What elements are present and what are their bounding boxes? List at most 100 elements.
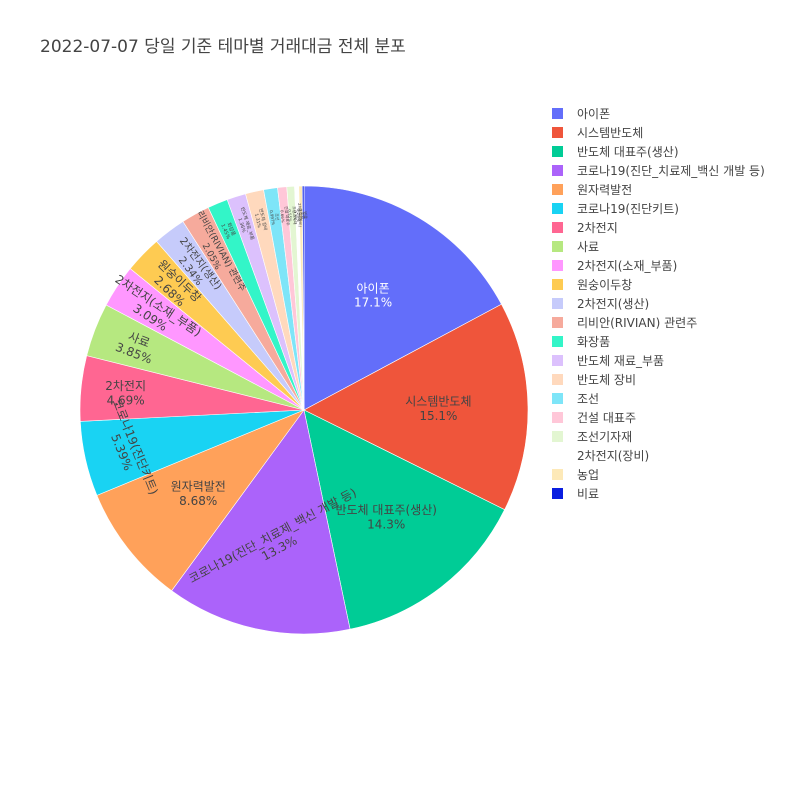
slice-label-percent: 0.12% — [298, 209, 303, 222]
slice-label-name: 비료 — [303, 211, 309, 219]
slice-label: 반도체 대표주(생산) 14.3% — [335, 503, 437, 531]
chart-title: 2022-07-07 당일 기준 테마별 거래대금 전체 분포 — [40, 37, 406, 57]
slice-label-percent: 15.1% — [419, 409, 457, 423]
slice-label: 2차전지(장비)0.3% — [292, 203, 304, 228]
slice-label: 건설 대표주0.66% — [279, 206, 292, 227]
legend-swatch — [552, 431, 563, 442]
legend-label: 농업 — [577, 468, 600, 482]
legend-swatch — [552, 374, 563, 385]
slice-label: 2차전지 4.69% — [105, 379, 146, 407]
legend-item[interactable]: 시스템반도체 — [552, 123, 797, 142]
legend-label: 반도체 대표주(생산) — [577, 145, 679, 159]
legend-label: 코로나19(진단키트) — [577, 202, 679, 216]
slice-label-percent: 14.3% — [367, 517, 405, 531]
legend-swatch — [552, 488, 563, 499]
legend-swatch — [552, 450, 563, 461]
slice-label-percent: 0.66% — [279, 210, 285, 223]
legend-item[interactable]: 코로나19(진단키트) — [552, 199, 797, 218]
legend-item[interactable]: 반도체 장비 — [552, 370, 797, 389]
legend-label: 원숭이두창 — [577, 278, 633, 292]
legend-item[interactable]: 2차전지(소재_부품) — [552, 256, 797, 275]
slice-label-percent: 0.25% — [296, 209, 301, 222]
legend-swatch — [552, 355, 563, 366]
slice-label-name: 2차전지 — [105, 379, 146, 393]
slice-label-name: 아이폰 — [356, 281, 389, 295]
legend-swatch — [552, 184, 563, 195]
legend-label: 2차전지 — [577, 221, 618, 235]
pie-slice[interactable] — [303, 409, 506, 630]
legend-item[interactable]: 비료 — [552, 484, 797, 503]
legend-swatch — [552, 469, 563, 480]
legend-item[interactable]: 아이폰 — [552, 104, 797, 123]
legend-swatch — [552, 108, 563, 119]
legend-item[interactable]: 2차전지(장비) — [552, 446, 797, 465]
slice-label: 비료0.12% — [298, 209, 309, 222]
legend-item[interactable]: 건설 대표주 — [552, 408, 797, 427]
slice-label-name: 시스템반도체 — [405, 395, 471, 409]
legend-item[interactable]: 농업 — [552, 465, 797, 484]
legend-swatch — [552, 336, 563, 347]
legend-label: 화장품 — [577, 335, 611, 349]
legend-swatch — [552, 298, 563, 309]
legend-item[interactable]: 사료 — [552, 237, 797, 256]
pie-slice[interactable] — [302, 185, 305, 411]
slice-label-percent: 4.69% — [107, 394, 145, 408]
legend-swatch — [552, 279, 563, 290]
slice-label: 시스템반도체 15.1% — [405, 395, 471, 423]
slice-label: 반도체 장비1.31% — [252, 208, 269, 232]
legend-swatch — [552, 165, 563, 176]
legend-item[interactable]: 2차전지 — [552, 218, 797, 237]
legend-label: 리비안(RIVIAN) 관련주 — [577, 316, 698, 330]
legend-item[interactable]: 코로나19(진단_치료제_백신 개발 등) — [552, 161, 797, 180]
pie-slice[interactable] — [303, 185, 502, 411]
legend-swatch — [552, 203, 563, 214]
legend-swatch — [552, 412, 563, 423]
legend-swatch — [552, 222, 563, 233]
slice-label-name: 반도체 대표주(생산) — [335, 503, 437, 517]
slice-label: 화장품1.45% — [219, 221, 237, 241]
legend-label: 비료 — [577, 487, 600, 501]
legend-swatch — [552, 317, 563, 328]
slice-label-name: 원자력발전 — [171, 480, 226, 494]
legend-label: 조선 — [577, 392, 600, 406]
legend-swatch — [552, 127, 563, 138]
legend-label: 아이폰 — [577, 107, 611, 121]
legend-item[interactable]: 리비안(RIVIAN) 관련주 — [552, 313, 797, 332]
legend-item[interactable]: 반도체 대표주(생산) — [552, 142, 797, 161]
legend-item[interactable]: 조선기자재 — [552, 427, 797, 446]
legend-swatch — [552, 260, 563, 271]
pie-slice[interactable] — [303, 303, 529, 511]
legend-label: 건설 대표주 — [577, 411, 637, 425]
pie-slice[interactable] — [171, 409, 351, 635]
slice-label-name: 농업 — [301, 211, 307, 219]
legend-label: 2차전지(생산) — [577, 297, 650, 311]
legend-label: 코로나19(진단_치료제_백신 개발 등) — [577, 164, 765, 178]
legend-label: 시스템반도체 — [577, 126, 644, 140]
legend-item[interactable]: 반도체 재료_부품 — [552, 351, 797, 370]
legend-label: 조선기자재 — [577, 430, 633, 444]
pie-labels: 아이폰 17.1%시스템반도체 15.1%반도체 대표주(생산) 14.3%코로나19… — [105, 203, 471, 586]
legend-swatch — [552, 146, 563, 157]
slice-label-name: 건설 대표주 — [284, 206, 292, 226]
legend-item[interactable]: 화장품 — [552, 332, 797, 351]
legend-item[interactable]: 2차전지(생산) — [552, 294, 797, 313]
slice-label: 아이폰 17.1% — [354, 281, 392, 309]
pie-slice[interactable] — [96, 409, 305, 592]
slice-label-name: 화장품 — [225, 221, 237, 237]
slice-label: 조선기자재0.55% — [287, 206, 299, 225]
slice-label: 원자력발전 8.68% — [171, 480, 226, 508]
legend-label: 원자력발전 — [577, 183, 633, 197]
legend-item[interactable]: 원자력발전 — [552, 180, 797, 199]
slice-label: 조선0.997% — [269, 209, 282, 226]
legend-item[interactable]: 조선 — [552, 389, 797, 408]
legend-swatch — [552, 241, 563, 252]
legend-label: 반도체 장비 — [577, 373, 637, 387]
legend-item[interactable]: 원숭이두창 — [552, 275, 797, 294]
slice-label-percent: 0.3% — [292, 210, 297, 221]
slice-label-name: 2차전지(장비) — [297, 203, 304, 228]
legend-label: 2차전지(소재_부품) — [577, 259, 678, 273]
slice-label-percent: 0.997% — [269, 210, 276, 226]
legend-label: 사료 — [577, 240, 600, 254]
slice-label-percent: 0.55% — [287, 209, 293, 222]
